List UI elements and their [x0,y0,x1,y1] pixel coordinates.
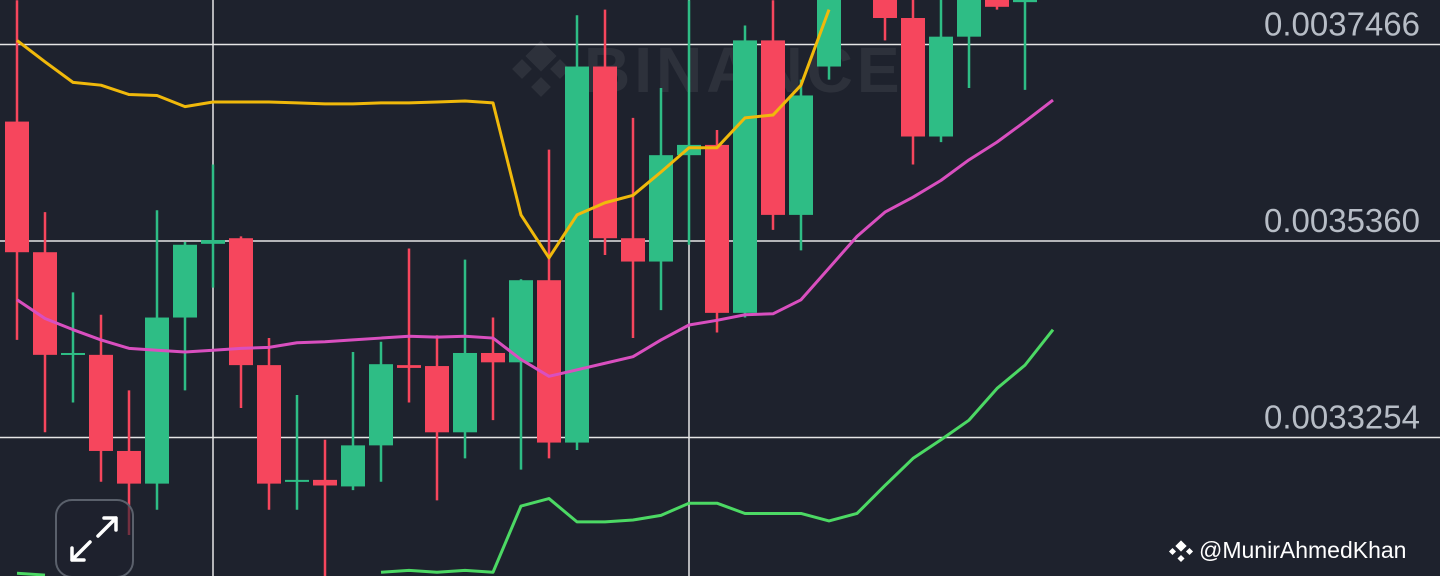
y-tick-label: 0.0033254 [1264,399,1420,436]
grid: 0.0037466 0.0035360 0.0033254 [0,6,1440,439]
indicator-line [16,328,1055,576]
y-tick-label: 0.0037466 [1264,6,1420,43]
candle-body [453,352,477,433]
candle-body [313,479,337,486]
candle-body [957,0,981,37]
candle-body [985,0,1009,7]
candle-body [621,238,645,262]
candle-body [873,0,897,19]
candle-body [537,280,561,443]
candle-body [509,280,533,363]
candle-body [929,36,953,137]
candle-body [593,66,617,239]
candle-body [369,364,393,446]
candle-body [33,252,57,355]
candle-body [565,66,589,443]
candle-body [173,244,197,318]
candle-body [481,352,505,363]
candle-body [901,18,925,137]
marks [5,0,1055,576]
candle-body [117,450,141,484]
candle-body [789,95,813,215]
candle-body [229,238,253,366]
candle-body [285,479,309,482]
candle-body [425,366,449,433]
candle-body [341,445,365,487]
candle-body [89,354,113,451]
y-tick-label: 0.0035360 [1264,202,1420,239]
candle-body [61,352,85,355]
candle-body [761,40,785,215]
candle-body [145,317,169,484]
credit: @MunirAhmedKhan [1199,537,1406,563]
candle-body [257,365,281,484]
candle-body [397,365,421,368]
candle-body [201,240,225,244]
candle-body [1013,0,1037,3]
candle-body [677,144,701,156]
expand-button[interactable] [55,499,134,576]
candle-body [705,144,729,313]
indicator-line [16,98,1054,378]
indicator-line [16,9,831,260]
candle-body [5,121,29,253]
candle-body [733,40,757,313]
